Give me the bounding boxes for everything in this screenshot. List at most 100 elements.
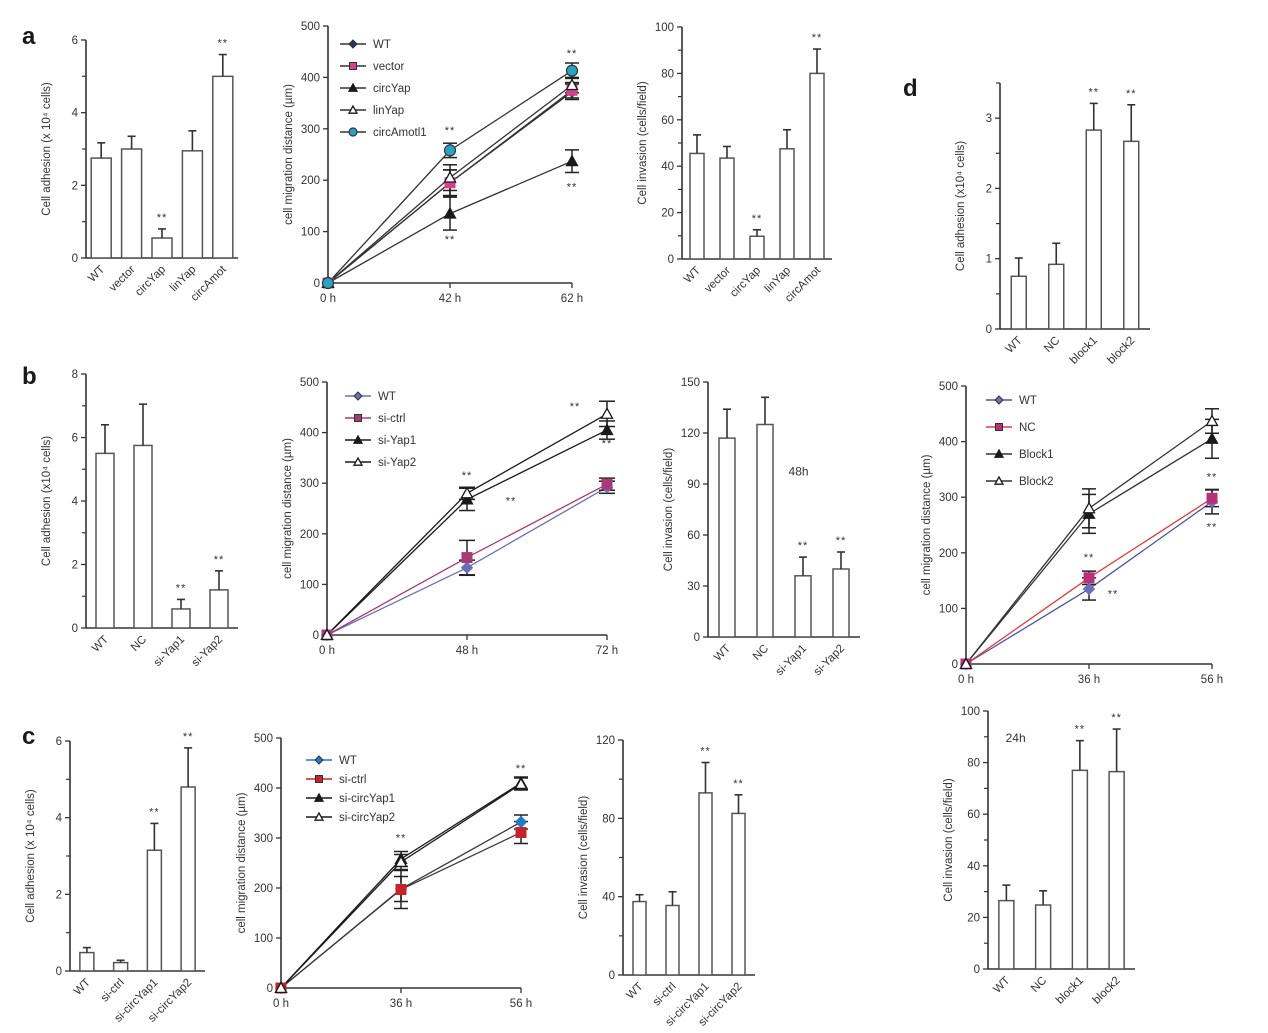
annotation-label: 48h	[789, 465, 809, 479]
category-label: NC	[1042, 335, 1062, 355]
marker-diamond	[314, 755, 324, 765]
y-tick-label: 500	[300, 377, 319, 389]
y-tick-label: 100	[939, 603, 958, 615]
y-tick-label: 0	[668, 254, 674, 266]
marker-square	[601, 478, 613, 490]
marker-triangle	[993, 448, 1005, 458]
chart-b3: 0 30 60 90 120 150 Cell invasion (cells/field)…	[663, 377, 860, 678]
y-tick-label: 0	[609, 970, 615, 982]
y-axis-title: cell migration distance (µm)	[283, 84, 295, 225]
y-tick-label: 0	[952, 659, 958, 671]
category-label: WT	[624, 981, 645, 1002]
category-label: WT	[86, 264, 107, 285]
marker-triangle-open	[274, 981, 288, 994]
marker-circle	[443, 144, 457, 157]
category-label: WT	[712, 643, 733, 664]
significance-marker: **	[506, 495, 517, 507]
legend-label: si-ctrl	[378, 413, 405, 425]
category-label: WT	[1004, 335, 1025, 356]
y-tick-label: 2	[72, 560, 78, 572]
legend: WT si-ctrl si-circYap1 si-circYap2	[306, 755, 395, 824]
legend-label: WT	[339, 755, 357, 767]
legend-label: si-circYap1	[339, 793, 395, 805]
y-tick-label: 2	[986, 183, 992, 195]
y-tick-label: 40	[602, 892, 615, 904]
bar-block1	[1085, 129, 1102, 330]
y-tick-label: 120	[596, 735, 615, 747]
y-tick-label: 300	[300, 478, 319, 490]
series-line-si-Yap1	[326, 429, 608, 636]
y-tick-label: 100	[254, 933, 273, 945]
significance-marker: **	[516, 763, 527, 775]
bar-vector	[120, 148, 143, 259]
category-label: si-Yap1	[774, 643, 809, 678]
significance-marker: **	[157, 212, 168, 224]
y-tick-label: 20	[967, 912, 980, 924]
legend-label: circYap	[373, 83, 411, 95]
significance-marker: **	[700, 746, 711, 758]
significance-marker: **	[570, 401, 581, 413]
marker-circle	[348, 127, 358, 137]
bar-NC	[1034, 904, 1052, 970]
significance-marker: **	[445, 125, 456, 137]
y-tick-label: 80	[967, 758, 980, 770]
significance-marker: **	[1088, 86, 1099, 98]
y-axis-title: Cell invasion (cells/field)	[578, 796, 590, 920]
significance-marker: **	[733, 778, 744, 790]
bar-si-Yap1	[171, 608, 191, 629]
marker-diamond	[514, 815, 528, 829]
significance-marker: **	[218, 38, 229, 50]
category-label: WT	[90, 634, 111, 655]
y-tick-label: 0	[694, 632, 700, 644]
y-tick-label: 120	[681, 428, 700, 440]
bar-si-ctrl	[665, 904, 680, 976]
bar-WT	[689, 152, 705, 260]
y-tick-label: 4	[72, 496, 79, 508]
x-tick-label: 56 h	[510, 998, 532, 1010]
chart-a2: 0 100 200 300 400 500 cell migration distance …	[283, 21, 583, 305]
legend-label: Block1	[1019, 449, 1054, 461]
y-tick-label: 6	[56, 736, 62, 748]
y-tick-label: 0	[974, 964, 980, 976]
marker-square	[315, 775, 323, 783]
bar-circAmot	[212, 75, 234, 259]
y-tick-label: 300	[939, 492, 958, 504]
marker-triangle-open	[993, 475, 1005, 485]
y-tick-label: 0	[267, 983, 273, 995]
x-tick-label: 36 h	[1078, 674, 1100, 686]
y-axis-title: cell migration distance (µm)	[282, 438, 294, 579]
chart-a3: 0 20 40 60 80 100 Cell invasion (cells/field) W…	[637, 22, 832, 305]
x-tick-label: 56 h	[1201, 674, 1223, 686]
y-tick-label: 100	[300, 579, 319, 591]
y-tick-label: 200	[254, 883, 273, 895]
y-tick-label: 200	[301, 175, 320, 187]
significance-marker: **	[1207, 522, 1218, 534]
marker-square	[995, 423, 1003, 431]
marker-diamond	[460, 561, 474, 574]
y-tick-label: 150	[681, 377, 700, 389]
bar-WT	[79, 951, 95, 972]
y-tick-label: 4	[72, 108, 79, 120]
y-tick-label: 500	[301, 21, 320, 33]
category-label: block1	[1068, 335, 1100, 367]
marker-triangle	[347, 82, 359, 92]
y-tick-label: 300	[301, 124, 320, 136]
bar-vector	[719, 157, 735, 260]
category-label: block1	[1054, 975, 1086, 1007]
x-tick-label: 0 h	[319, 645, 335, 657]
bar-si-Yap2	[832, 568, 850, 638]
marker-triangle-open	[352, 456, 364, 466]
marker-triangle-open	[514, 777, 528, 790]
marker-circle	[321, 276, 335, 290]
charts-layer: 0 2 4 6 Cell adhesion (x 10⁴ cells) WT vector *…	[25, 21, 1223, 1029]
marker-triangle	[313, 792, 325, 802]
bar-si-Yap1	[794, 575, 812, 638]
bar-si-ctrl	[112, 961, 129, 972]
bar-WT	[90, 157, 112, 259]
legend-label: WT	[1019, 395, 1037, 407]
marker-triangle-open	[443, 170, 457, 183]
marker-square	[461, 552, 473, 564]
y-axis-title: Cell adhesion (x 10⁴ cells)	[41, 82, 53, 216]
annotation-label: 24h	[1006, 731, 1026, 745]
